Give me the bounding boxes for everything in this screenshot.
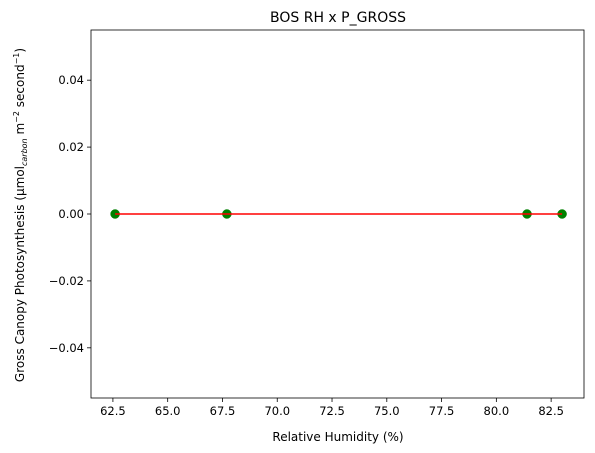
y-tick-label: −0.02 [49, 274, 84, 288]
x-tick-label: 72.5 [319, 404, 345, 418]
x-tick-label: 67.5 [210, 404, 236, 418]
x-tick-label: 75.0 [374, 404, 400, 418]
y-axis-title-sup1: −2 [12, 111, 21, 123]
y-axis-title-sub: carbon [20, 138, 29, 166]
y-axis-title-mid: m [13, 123, 27, 139]
x-axis-title: Relative Humidity (%) [272, 430, 403, 444]
y-tick-label: −0.04 [49, 341, 84, 355]
y-tick-label: 0.02 [58, 140, 84, 154]
x-tick-label: 62.5 [100, 404, 126, 418]
x-tick-label: 80.0 [484, 404, 510, 418]
plot-area: 62.5 65.0 67.5 70.0 72.5 75.0 77.5 80.0 82.5 −0.0… [49, 29, 585, 418]
x-tick-label: 82.5 [538, 404, 564, 418]
chart-title: BOS RH x P_GROSS [270, 10, 406, 26]
y-axis-title-sup2: −1 [12, 53, 21, 65]
plot-frame [90, 29, 585, 399]
y-axis-title: Gross Canopy Photosynthesis (µmolcarbon … [12, 48, 29, 382]
y-axis-title-mid2: second [13, 64, 27, 111]
y-tick-label: 0.00 [58, 207, 84, 221]
x-tick-label: 70.0 [264, 404, 290, 418]
y-axis-title-main: Gross Canopy Photosynthesis (µmol [13, 166, 27, 382]
x-tick-label: 65.0 [155, 404, 181, 418]
y-axis-title-end: ) [13, 48, 27, 53]
x-tick-label: 77.5 [429, 404, 455, 418]
y-tick-label: 0.04 [58, 73, 84, 87]
